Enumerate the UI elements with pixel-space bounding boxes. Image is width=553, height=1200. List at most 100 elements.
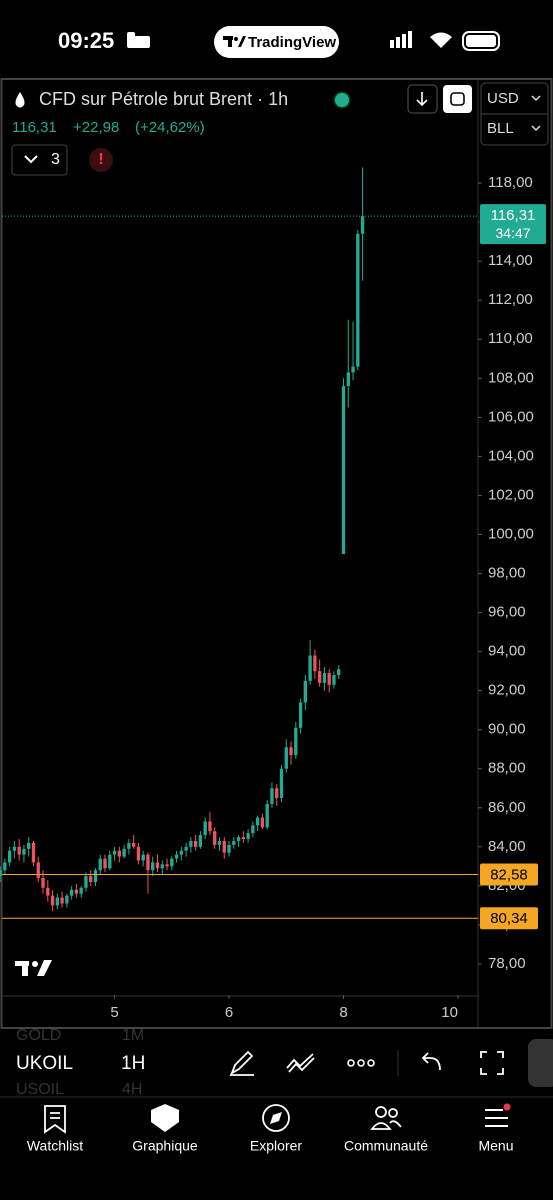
explore-icon[interactable] [262,1104,290,1132]
tab-label[interactable]: Explorer [250,1138,302,1154]
candle-body [146,854,150,871]
y-tick-label: 100,00 [488,525,534,542]
chevron-icon [531,125,541,132]
candle-body [60,897,64,904]
y-tick-label: 112,00 [488,291,533,308]
candle-body [103,858,107,869]
candle-body [222,840,226,853]
candle-body [227,844,231,853]
chevron-icon [24,155,38,164]
symbol-title[interactable]: CFD sur Pétrole brut Brent · 1h [39,89,288,109]
app-name: TradingView [248,34,336,51]
candle-body [31,842,36,863]
candle-body [50,895,55,906]
indicator-tool-icon[interactable] [286,1053,315,1073]
candle-body [141,854,145,861]
candle-body [213,831,217,845]
symbol-interval[interactable]: 1H [121,1053,145,1074]
candle-body [184,846,188,851]
candle-body [308,655,312,681]
x-tick-label: 8 [339,1004,347,1021]
candle-body [203,821,207,836]
droplet-icon [15,92,25,108]
tab-label[interactable]: Graphique [132,1138,198,1154]
candle-body [260,817,265,828]
candle-body [131,842,136,847]
y-tick-label: 108,00 [488,369,534,386]
tab-label[interactable]: Communauté [344,1138,428,1154]
x-tick-label: 6 [225,1004,233,1021]
candle-body [69,889,74,896]
candle-body [193,840,198,847]
y-tick-label: 98,00 [488,564,526,581]
candle-body [265,803,269,828]
symbol-name[interactable]: USOIL [16,1081,64,1098]
candle-body [284,747,288,769]
add-button[interactable] [528,1039,553,1087]
tab-label[interactable]: Menu [478,1138,513,1154]
y-tick-label: 96,00 [488,604,526,621]
countdown-label: 34:47 [495,225,530,241]
candle-body [232,840,236,845]
candle-body [93,870,98,882]
candle-body [289,747,293,756]
candle-body [241,837,246,840]
candle-body [313,655,317,672]
y-tick-label: 92,00 [488,682,526,699]
fullscreen-icon[interactable] [480,1051,504,1075]
candle-body [327,673,331,685]
candle-body [89,876,93,882]
symbol-interval[interactable]: 1M [122,1027,144,1044]
menu-icon[interactable] [485,1109,508,1127]
notification-dot [503,1103,511,1111]
candle-body [155,862,160,869]
undo-icon[interactable] [421,1052,441,1071]
candle-body [246,833,250,840]
candle-body [251,825,255,834]
candle-body [294,727,298,756]
last-price: 116,31 [12,119,57,136]
candle-body [0,870,2,877]
tab-label[interactable]: Watchlist [27,1138,83,1154]
chart-icon[interactable] [151,1104,179,1132]
price-change: +22,98 [73,119,119,136]
candle-body [270,788,274,804]
candle-body [41,878,45,888]
candle-body [36,862,40,879]
price-change-pct: (+24,62%) [135,119,205,136]
indicators-button[interactable] [11,144,68,176]
candle-body [351,366,355,373]
candle-body [27,842,31,849]
symbol-name[interactable]: GOLD [16,1027,61,1044]
candle-body [46,887,50,896]
auto-scale-button[interactable] [443,85,472,113]
app-pill[interactable] [214,26,339,58]
community-icon[interactable] [370,1106,402,1130]
candle-body [127,842,131,849]
alert-badge[interactable] [89,148,113,172]
symbol-interval[interactable]: 4H [122,1081,142,1098]
y-tick-label: 104,00 [488,447,534,464]
candle-body [22,848,26,855]
draw-tool-icon[interactable] [230,1050,254,1076]
plot: 78,0080,0082,0084,0086,0088,0090,0092,00… [0,167,546,1021]
candle-body [303,680,308,703]
indicator-count: 3 [51,151,60,168]
candle-body [12,846,17,851]
symbol-name[interactable]: UKOIL [16,1053,73,1074]
candle-body [275,788,279,799]
watchlist-icon[interactable] [44,1105,66,1134]
price-line-label: 80,34 [490,910,528,927]
candle-body [84,876,88,888]
candle-body [346,372,350,387]
more-icon[interactable] [347,1059,375,1067]
battery-icon [462,31,500,51]
candle-body [136,846,141,861]
status-time: 09:25 [58,28,114,53]
candle-body [298,702,303,728]
y-tick-label: 102,00 [488,486,534,503]
price-line-label-box [480,863,538,886]
chart-frame [0,78,553,1029]
